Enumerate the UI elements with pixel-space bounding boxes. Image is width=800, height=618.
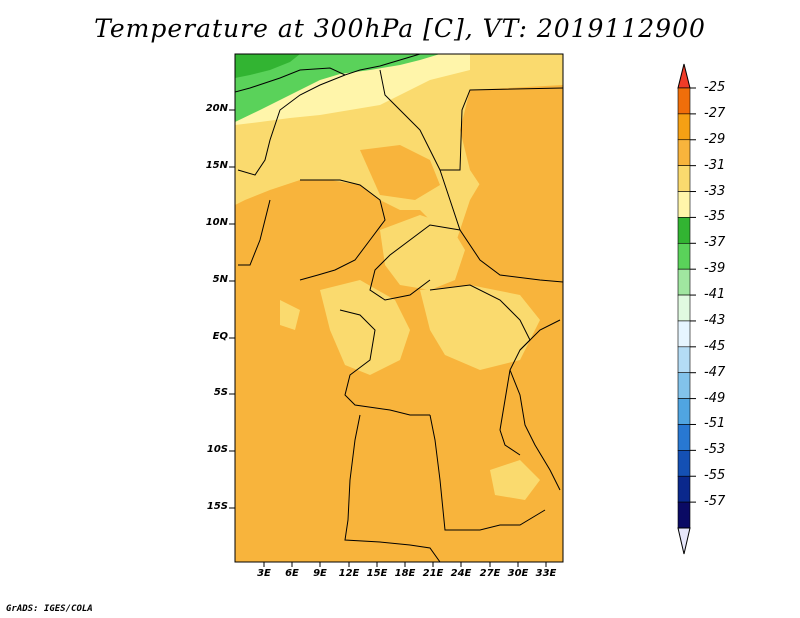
- colorbar-label: -49: [704, 390, 726, 406]
- colorbar-swatch: [677, 372, 691, 399]
- colorbar-top-arrow: [677, 63, 691, 89]
- lon-label: 9E: [313, 568, 327, 579]
- colorbar-swatch: [677, 165, 691, 192]
- lon-label: 3E: [257, 568, 271, 579]
- colorbar-label: -47: [704, 364, 726, 380]
- colorbar-swatch: [677, 450, 691, 477]
- lon-label: 27E: [479, 568, 501, 579]
- latitude-ticks: [229, 109, 235, 509]
- colorbar-label: -43: [704, 312, 726, 328]
- colorbar-label: -27: [704, 105, 726, 121]
- lon-label: 33E: [535, 568, 557, 579]
- colorbar-label: -45: [704, 338, 726, 354]
- colorbar-swatch: [677, 191, 691, 218]
- lat-label: 10N: [205, 217, 228, 228]
- colorbar-label: -37: [704, 235, 726, 251]
- colorbar-label: -51: [704, 416, 726, 432]
- colorbar-bottom-arrow: [677, 527, 691, 555]
- colorbar-swatch: [677, 346, 691, 374]
- colorbar-label: -25: [704, 80, 726, 95]
- colorbar-label: -57: [704, 494, 726, 510]
- lat-label: 10S: [206, 444, 228, 455]
- colorbar-label: -55: [704, 468, 726, 484]
- temperature-field: [235, 54, 563, 562]
- colorbar-swatch: [677, 475, 691, 503]
- colorbar-label: -35: [704, 209, 726, 225]
- colorbar-swatch: [677, 501, 691, 529]
- colorbar-label: -39: [704, 261, 726, 277]
- lat-label: 5S: [213, 387, 228, 398]
- map-frame: [234, 53, 564, 563]
- colorbar-label: -53: [704, 442, 726, 458]
- country-borders: [235, 54, 563, 562]
- lon-label: 30E: [507, 568, 529, 579]
- colorbar-swatch: [677, 217, 691, 244]
- lat-label: EQ: [212, 331, 228, 342]
- colorbar: [677, 63, 696, 555]
- colorbar-label: -41: [704, 287, 726, 303]
- lon-label: 12E: [338, 568, 360, 579]
- colorbar-label: -29: [704, 131, 726, 147]
- colorbar-label: -33: [704, 183, 726, 199]
- colorbar-swatch: [677, 87, 691, 115]
- lat-label: 15S: [206, 501, 228, 512]
- chart-title: Temperature at 300hPa [C], VT: 201911290…: [94, 14, 706, 43]
- lon-label: 24E: [450, 568, 472, 579]
- lon-label: 6E: [285, 568, 299, 579]
- colorbar-swatch: [677, 268, 691, 296]
- colorbar-swatch: [677, 320, 691, 348]
- colorbar-swatch: [677, 139, 691, 166]
- longitude-ticks: [263, 562, 547, 567]
- lat-label: 15N: [205, 160, 228, 171]
- lon-label: 21E: [422, 568, 444, 579]
- colorbar-swatch: [677, 113, 691, 141]
- lon-label: 18E: [394, 568, 416, 579]
- colorbar-label: -31: [704, 157, 726, 173]
- colorbar-swatch: [677, 424, 691, 451]
- colorbar-swatch: [677, 242, 691, 270]
- lon-label: 15E: [366, 568, 388, 579]
- colorbar-swatch: [677, 294, 691, 322]
- colorbar-swatch: [677, 398, 691, 425]
- lat-label: 20N: [205, 103, 228, 114]
- lat-label: 5N: [212, 274, 228, 285]
- grads-credit: GrADS: IGES/COLA: [6, 604, 93, 614]
